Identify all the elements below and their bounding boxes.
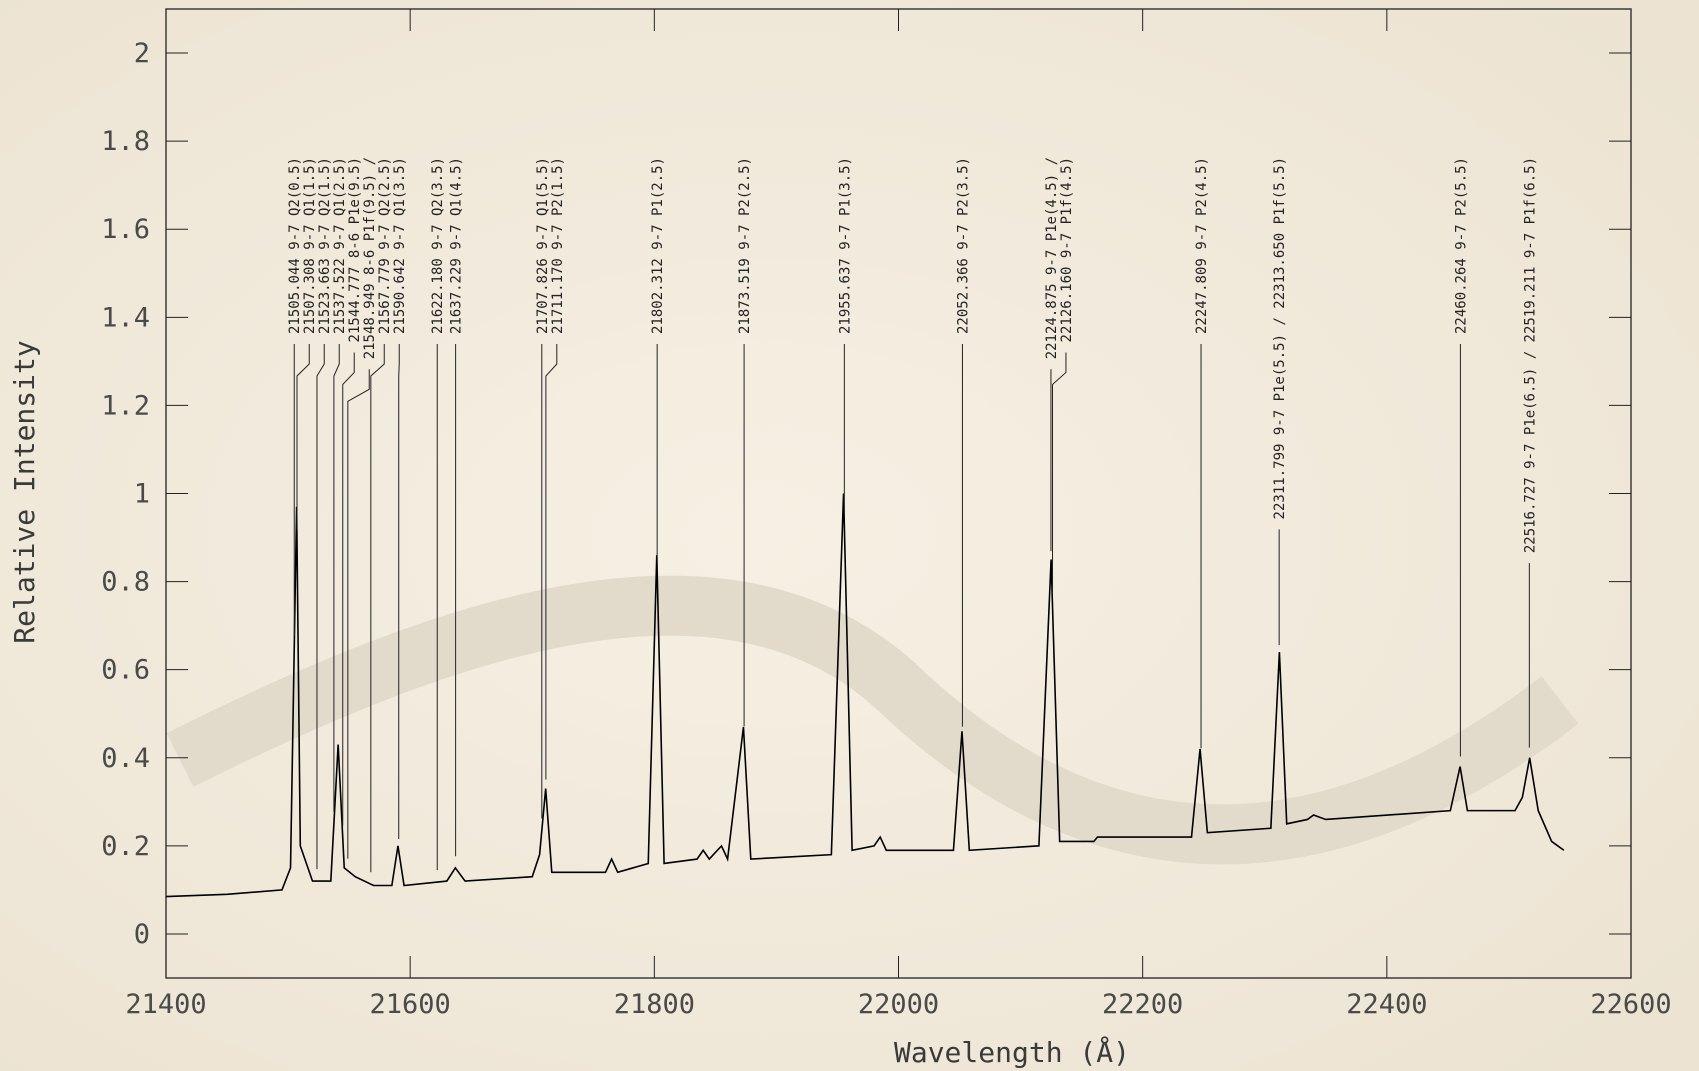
- annotation-label: 21622.180 9-7 Q2(3.5): [430, 157, 446, 334]
- annotation-line: [347, 369, 370, 859]
- y-tick-label: 0.8: [101, 567, 150, 598]
- annotation-label: 21873.519 9-7 P2(2.5): [737, 157, 753, 334]
- annotation-label: 21590.642 9-7 Q1(3.5): [392, 157, 408, 334]
- annotation-line: [1052, 352, 1067, 595]
- annotation-label: 21507.308 9-7 Q1(1.5): [302, 157, 318, 334]
- annotation-label: 21567.779 9-7 Q2(2.5): [377, 157, 393, 334]
- annotation-label: 22124.875 9-7 P1e(4.5) /: [1044, 157, 1060, 359]
- y-tick-label: 1.8: [101, 126, 150, 157]
- x-tick-label: 21400: [125, 989, 206, 1020]
- annotation-label: 22126.160 9-7 P1f(4.5): [1059, 157, 1075, 342]
- x-tick-label: 21800: [614, 989, 695, 1020]
- annotation-label: 21548.949 8-6 P1f(9.5) /: [362, 157, 378, 359]
- annotation-label: 22247.809 9-7 P2(4.5): [1194, 157, 1210, 334]
- annotation-label: 21544.777 8-6 P1e(9.5): [347, 157, 363, 342]
- y-tick-label: 0.6: [101, 655, 150, 686]
- background-figure: [166, 575, 1579, 865]
- annotation-label: 21523.663 9-7 Q2(1.5): [317, 157, 333, 334]
- y-tick-label: 0.4: [101, 743, 150, 774]
- annotation-label: 21537.522 9-7 Q1(2.5): [332, 157, 348, 334]
- annotation-line: [333, 344, 340, 812]
- y-tick-label: 1.2: [101, 390, 150, 421]
- y-tick-label: 1.4: [101, 302, 150, 333]
- x-axis-label: Wavelength (Å): [894, 1035, 1130, 1069]
- annotation-label: 22460.264 9-7 P2(5.5): [1453, 157, 1469, 334]
- x-tick-label: 22200: [1102, 989, 1183, 1020]
- annotation-label: 21955.637 9-7 P1(3.5): [837, 157, 853, 334]
- annotation-line: [342, 352, 355, 826]
- annotation-line: [370, 344, 385, 873]
- annotation-label: 22516.727 9-7 P1e(6.5) / 22519.211 9-7 P…: [1522, 157, 1538, 553]
- annotation-line: [316, 344, 325, 870]
- x-tick-label: 22600: [1590, 989, 1671, 1020]
- annotation-label: 21637.229 9-7 Q1(4.5): [449, 157, 465, 334]
- annotation-label: 22311.799 9-7 P1e(5.5) / 22313.650 P1f(5…: [1272, 157, 1288, 519]
- annotation-label: 21802.312 9-7 P1(2.5): [650, 157, 666, 334]
- y-tick-label: 0: [134, 919, 150, 950]
- annotation-label: 21707.826 9-7 Q1(5.5): [535, 157, 551, 334]
- annotation-label: 22052.366 9-7 P2(3.5): [955, 157, 971, 334]
- y-axis-label: Relative Intensity: [8, 340, 41, 643]
- y-tick-label: 1: [134, 479, 150, 510]
- y-tick-label: 2: [134, 38, 150, 69]
- x-tick-label: 21600: [370, 989, 451, 1020]
- y-tick-label: 0.2: [101, 831, 150, 862]
- y-tick-label: 1.6: [101, 214, 150, 245]
- spectrum-line: [165, 493, 1565, 898]
- annotation-line: [296, 344, 310, 530]
- x-tick-label: 22000: [858, 989, 939, 1020]
- annotation-label: 21505.044 9-7 Q2(0.5): [287, 157, 303, 334]
- annotation-label: 21711.170 9-7 P2(1.5): [550, 157, 566, 334]
- x-tick-label: 22400: [1346, 989, 1427, 1020]
- annotation-line: [545, 344, 558, 780]
